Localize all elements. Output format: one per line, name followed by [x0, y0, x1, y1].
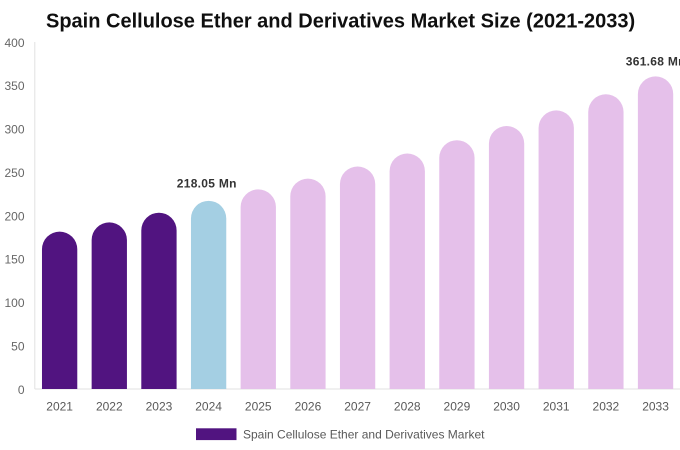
svg-text:350: 350 [4, 79, 24, 93]
svg-text:2024: 2024 [195, 400, 222, 414]
svg-text:150: 150 [4, 253, 24, 267]
svg-text:2033: 2033 [642, 400, 669, 414]
svg-text:361.68 Mn: 361.68 Mn [626, 54, 680, 68]
svg-text:2025: 2025 [245, 400, 272, 414]
svg-text:2032: 2032 [593, 400, 620, 414]
svg-text:2022: 2022 [96, 400, 123, 414]
svg-text:2027: 2027 [344, 400, 371, 414]
svg-text:300: 300 [4, 123, 24, 137]
svg-text:2029: 2029 [444, 400, 471, 414]
svg-text:2031: 2031 [543, 400, 570, 414]
svg-text:100: 100 [4, 296, 24, 310]
svg-text:400: 400 [4, 36, 24, 50]
svg-text:2030: 2030 [493, 400, 520, 414]
svg-text:Spain Cellulose Ether and Deri: Spain Cellulose Ether and Derivatives Ma… [243, 428, 485, 442]
svg-text:2028: 2028 [394, 400, 421, 414]
svg-text:2021: 2021 [46, 400, 73, 414]
svg-text:250: 250 [4, 166, 24, 180]
svg-text:2026: 2026 [295, 400, 322, 414]
svg-text:50: 50 [11, 339, 25, 353]
svg-text:Spain Cellulose Ether and Deri: Spain Cellulose Ether and Derivatives Ma… [46, 11, 635, 33]
svg-text:200: 200 [4, 209, 24, 223]
svg-text:0: 0 [18, 383, 25, 397]
svg-text:218.05 Mn: 218.05 Mn [177, 177, 237, 191]
svg-text:2023: 2023 [146, 400, 173, 414]
